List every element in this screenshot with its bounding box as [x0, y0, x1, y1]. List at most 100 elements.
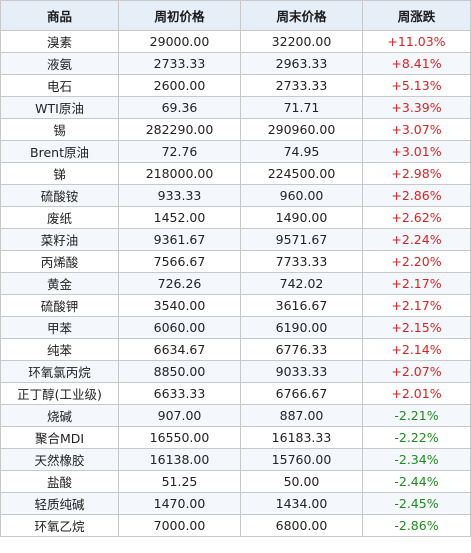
commodity-cell: 硫酸铵: [0, 184, 119, 207]
start-price-cell: 933.33: [118, 184, 241, 207]
commodity-cell: 废纸: [0, 206, 119, 229]
end-price-cell: 887.00: [240, 404, 363, 427]
change-cell: +3.07%: [362, 118, 471, 141]
start-price-cell: 6060.00: [118, 316, 241, 339]
table-row: 轻质纯碱 1470.00 1434.00 -2.45%: [0, 492, 471, 515]
header-weekly-change: 周涨跌: [362, 0, 471, 31]
end-price-cell: 6800.00: [240, 514, 363, 537]
end-price-cell: 9571.67: [240, 228, 363, 251]
start-price-cell: 1452.00: [118, 206, 241, 229]
start-price-cell: 218000.00: [118, 162, 241, 185]
change-cell: -2.22%: [362, 426, 471, 449]
end-price-cell: 960.00: [240, 184, 363, 207]
table-row: 甲苯 6060.00 6190.00 +2.15%: [0, 316, 471, 339]
change-cell: +2.14%: [362, 338, 471, 361]
header-end-price: 周末价格: [240, 0, 363, 31]
end-price-cell: 71.71: [240, 96, 363, 119]
change-cell: +3.39%: [362, 96, 471, 119]
start-price-cell: 16138.00: [118, 448, 241, 471]
table-row: 锡 282290.00 290960.00 +3.07%: [0, 118, 471, 141]
header-row: 商品 周初价格 周末价格 周涨跌: [0, 0, 471, 31]
change-cell: +5.13%: [362, 74, 471, 97]
commodity-cell: 烧碱: [0, 404, 119, 427]
commodity-cell: 正丁醇(工业级): [0, 382, 119, 405]
end-price-cell: 742.02: [240, 272, 363, 295]
end-price-cell: 32200.00: [240, 30, 363, 53]
table-row: 液氨 2733.33 2963.33 +8.41%: [0, 52, 471, 75]
start-price-cell: 8850.00: [118, 360, 241, 383]
change-cell: +2.17%: [362, 272, 471, 295]
table-row: 正丁醇(工业级) 6633.33 6766.67 +2.01%: [0, 382, 471, 405]
change-cell: -2.44%: [362, 470, 471, 493]
end-price-cell: 6776.33: [240, 338, 363, 361]
change-cell: +3.01%: [362, 140, 471, 163]
change-cell: +2.86%: [362, 184, 471, 207]
header-commodity: 商品: [0, 0, 119, 31]
start-price-cell: 2600.00: [118, 74, 241, 97]
end-price-cell: 50.00: [240, 470, 363, 493]
commodity-cell: 黄金: [0, 272, 119, 295]
start-price-cell: 51.25: [118, 470, 241, 493]
header-start-price: 周初价格: [118, 0, 241, 31]
table-row: 锑 218000.00 224500.00 +2.98%: [0, 162, 471, 185]
table-header: 商品 周初价格 周末价格 周涨跌: [0, 0, 471, 31]
change-cell: +2.15%: [362, 316, 471, 339]
commodity-cell: 聚合MDI: [0, 426, 119, 449]
commodity-cell: 丙烯酸: [0, 250, 119, 273]
commodity-cell: 甲苯: [0, 316, 119, 339]
end-price-cell: 2963.33: [240, 52, 363, 75]
commodity-cell: 锡: [0, 118, 119, 141]
start-price-cell: 3540.00: [118, 294, 241, 317]
table-row: WTI原油 69.36 71.71 +3.39%: [0, 96, 471, 119]
commodity-cell: 液氨: [0, 52, 119, 75]
change-cell: +2.24%: [362, 228, 471, 251]
start-price-cell: 282290.00: [118, 118, 241, 141]
table-row: 黄金 726.26 742.02 +2.17%: [0, 272, 471, 295]
table-row: 天然橡胶 16138.00 15760.00 -2.34%: [0, 448, 471, 471]
end-price-cell: 1490.00: [240, 206, 363, 229]
start-price-cell: 6634.67: [118, 338, 241, 361]
table-row: 菜籽油 9361.67 9571.67 +2.24%: [0, 228, 471, 251]
commodity-cell: 电石: [0, 74, 119, 97]
end-price-cell: 290960.00: [240, 118, 363, 141]
commodity-cell: 环氧乙烷: [0, 514, 119, 537]
end-price-cell: 16183.33: [240, 426, 363, 449]
end-price-cell: 1434.00: [240, 492, 363, 515]
end-price-cell: 224500.00: [240, 162, 363, 185]
end-price-cell: 3616.67: [240, 294, 363, 317]
end-price-cell: 2733.33: [240, 74, 363, 97]
table-row: Brent原油 72.76 74.95 +3.01%: [0, 140, 471, 163]
change-cell: +2.62%: [362, 206, 471, 229]
change-cell: -2.86%: [362, 514, 471, 537]
start-price-cell: 726.26: [118, 272, 241, 295]
commodity-cell: 环氧氯丙烷: [0, 360, 119, 383]
commodity-cell: Brent原油: [0, 140, 119, 163]
end-price-cell: 6766.67: [240, 382, 363, 405]
table-row: 烧碱 907.00 887.00 -2.21%: [0, 404, 471, 427]
commodity-cell: 天然橡胶: [0, 448, 119, 471]
table-row: 硫酸钾 3540.00 3616.67 +2.17%: [0, 294, 471, 317]
commodity-cell: 菜籽油: [0, 228, 119, 251]
table-row: 废纸 1452.00 1490.00 +2.62%: [0, 206, 471, 229]
table-row: 环氧氯丙烷 8850.00 9033.33 +2.07%: [0, 360, 471, 383]
start-price-cell: 69.36: [118, 96, 241, 119]
commodity-cell: 溴素: [0, 30, 119, 53]
table-body: 溴素 29000.00 32200.00 +11.03% 液氨 2733.33 2963.3…: [0, 30, 471, 537]
table-row: 溴素 29000.00 32200.00 +11.03%: [0, 30, 471, 53]
change-cell: +8.41%: [362, 52, 471, 75]
change-cell: +2.98%: [362, 162, 471, 185]
start-price-cell: 7566.67: [118, 250, 241, 273]
table-row: 聚合MDI 16550.00 16183.33 -2.22%: [0, 426, 471, 449]
change-cell: +2.20%: [362, 250, 471, 273]
commodity-cell: 硫酸钾: [0, 294, 119, 317]
table-row: 硫酸铵 933.33 960.00 +2.86%: [0, 184, 471, 207]
start-price-cell: 2733.33: [118, 52, 241, 75]
start-price-cell: 72.76: [118, 140, 241, 163]
start-price-cell: 1470.00: [118, 492, 241, 515]
start-price-cell: 907.00: [118, 404, 241, 427]
commodity-cell: 盐酸: [0, 470, 119, 493]
table-row: 环氧乙烷 7000.00 6800.00 -2.86%: [0, 514, 471, 537]
end-price-cell: 9033.33: [240, 360, 363, 383]
start-price-cell: 29000.00: [118, 30, 241, 53]
